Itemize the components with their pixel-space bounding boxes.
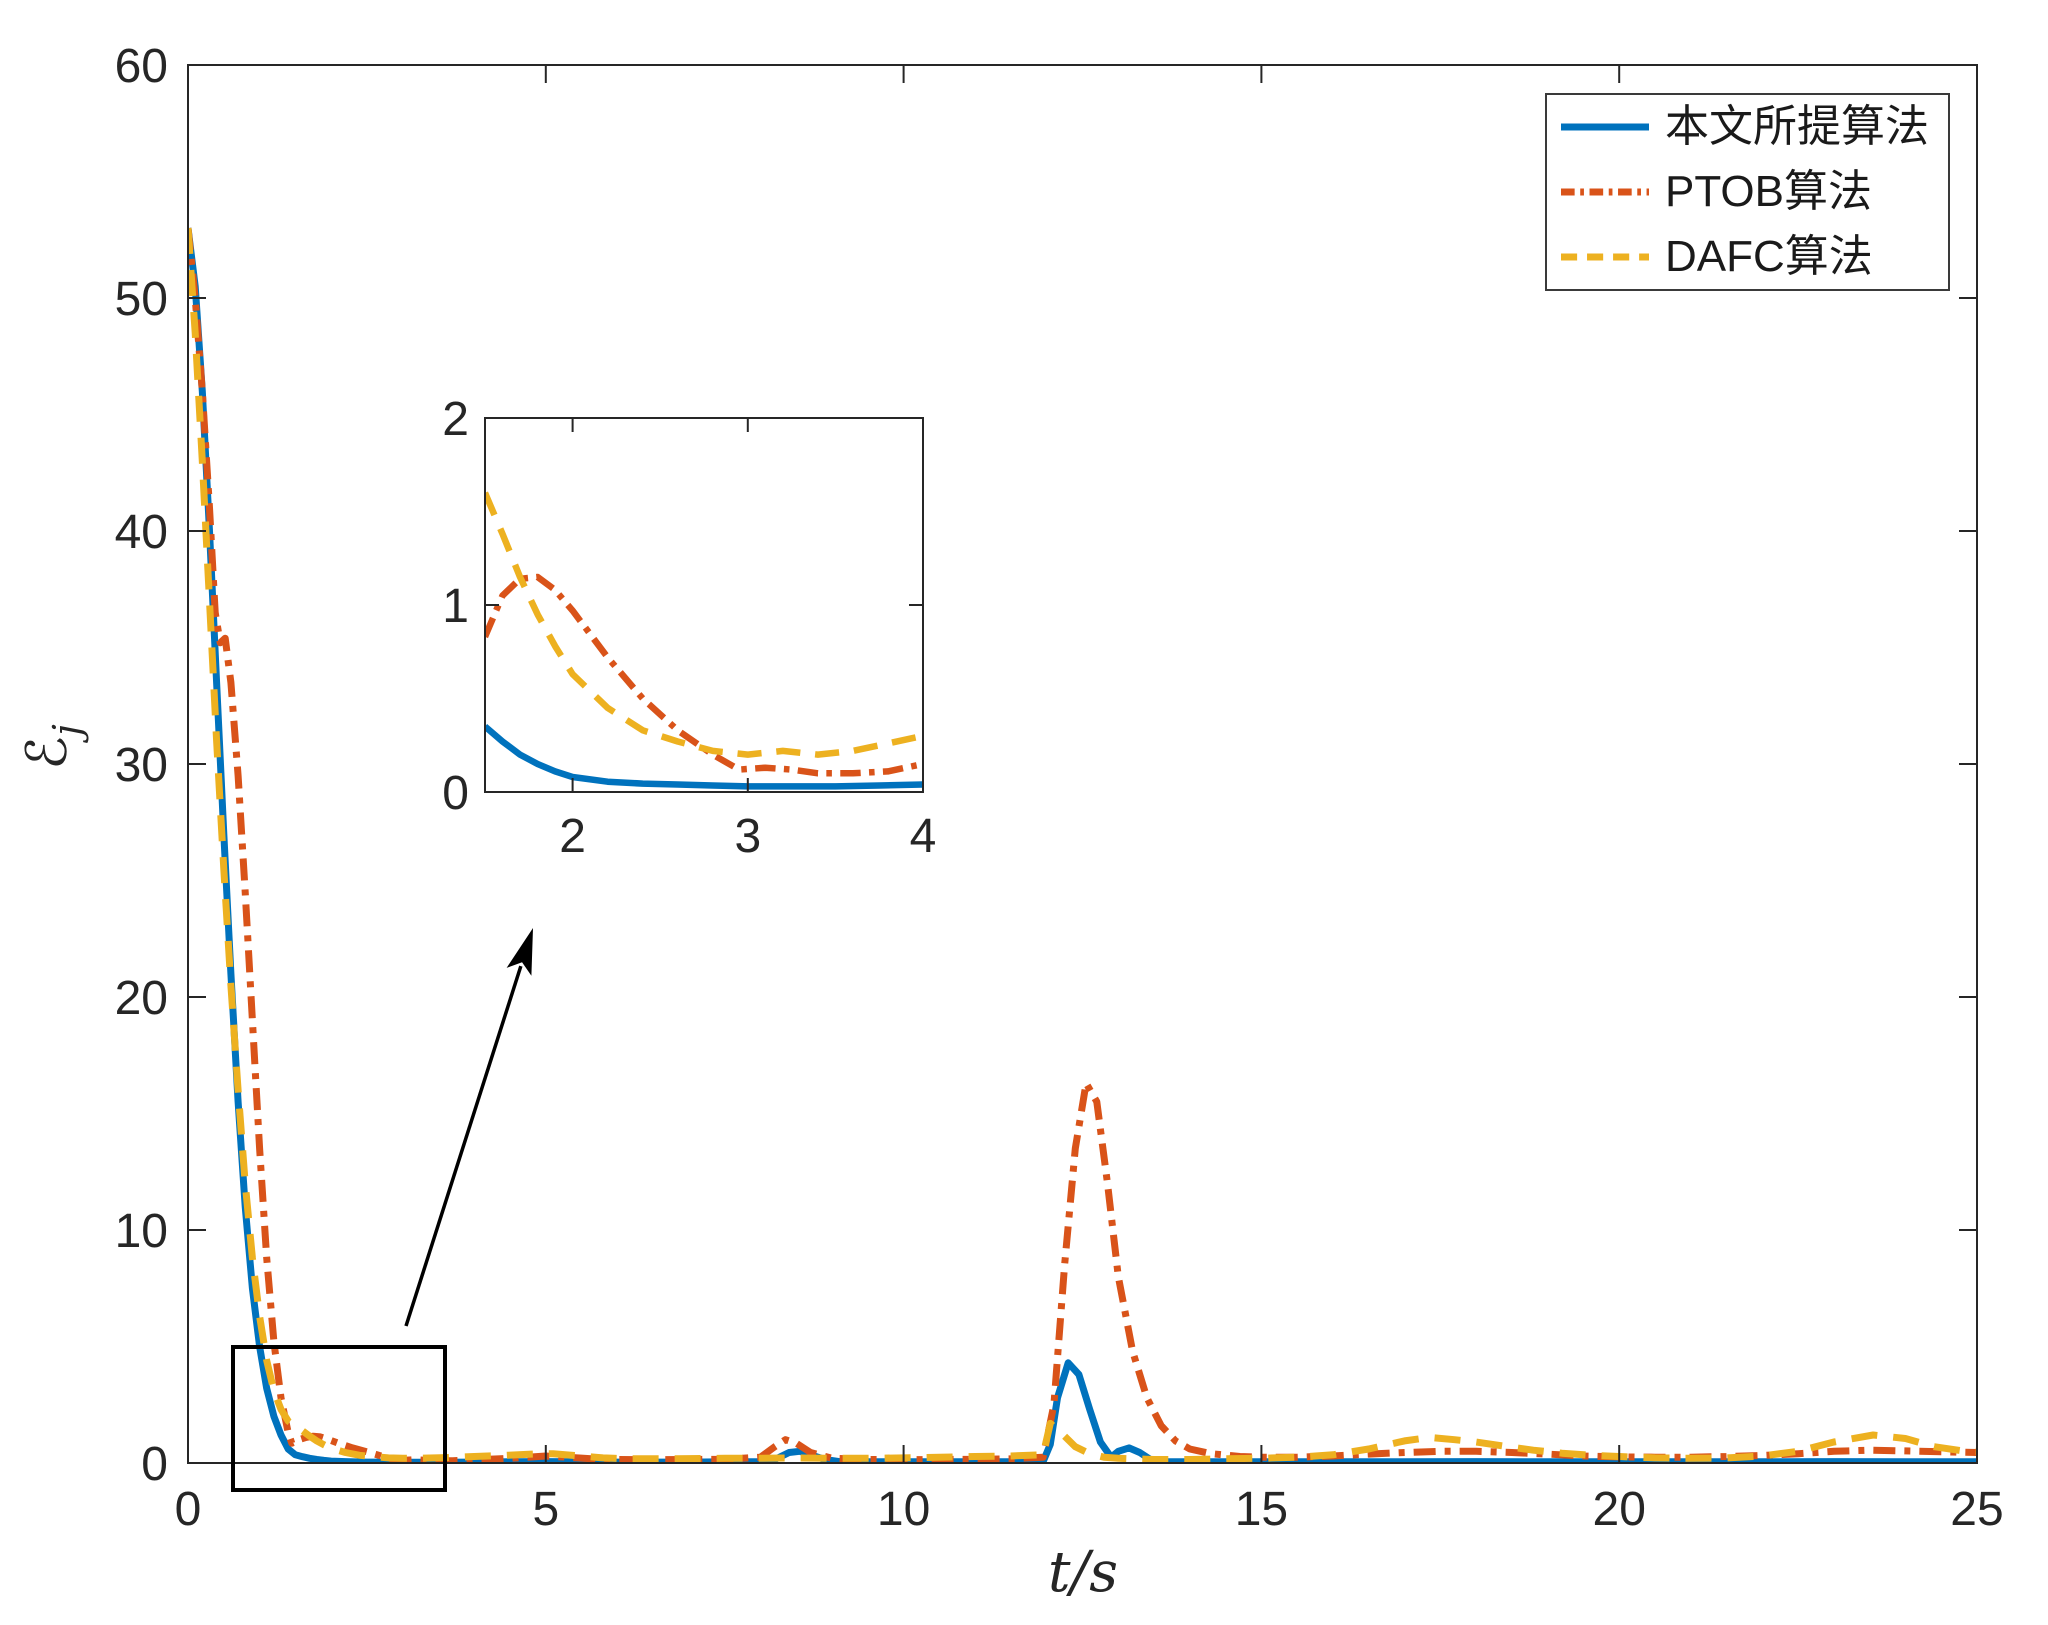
zoom-region-rect <box>231 1345 447 1492</box>
main-x-tick-label: 0 <box>175 1483 202 1536</box>
legend-row-ptob: PTOB算法 <box>1547 160 1948 225</box>
inset-series-dafc-line <box>485 491 923 758</box>
main-x-tick-label: 5 <box>532 1483 559 1536</box>
inset-x-tick-label: 2 <box>559 810 586 863</box>
inset-curves <box>485 491 923 790</box>
inset-y-tick-label: 1 <box>442 580 469 633</box>
legend-label-ptob: PTOB算法 <box>1665 167 1873 216</box>
inset-series-ptob-line <box>485 573 923 777</box>
inset-y-tick-label: 2 <box>442 393 469 446</box>
main-y-tick-label: 40 <box>115 506 168 559</box>
y-axis-label-symbol: ℰ <box>15 735 80 770</box>
main-y-tick-label: 30 <box>115 739 168 792</box>
main-x-tick-label: 20 <box>1593 1483 1646 1536</box>
zoom-arrow-line <box>404 965 523 1327</box>
main-y-tick-label: 10 <box>115 1205 168 1258</box>
legend: 本文所提算法 PTOB算法 DAFC算法 <box>1545 93 1950 291</box>
legend-label-dafc: DAFC算法 <box>1665 231 1873 281</box>
legend-line-ptob-icon <box>1561 188 1649 196</box>
main-y-tick-label: 50 <box>115 273 168 326</box>
main-y-tick-label: 20 <box>115 972 168 1025</box>
inset-axes-box <box>484 417 924 793</box>
legend-row-proposed: 本文所提算法 <box>1547 95 1948 160</box>
zoom-arrow-head <box>506 928 533 976</box>
inset-x-tick-label: 3 <box>734 810 761 863</box>
main-curves <box>188 227 1977 1463</box>
inset-series-proposed-line <box>485 724 923 790</box>
main-x-tick-label: 25 <box>1950 1483 2003 1536</box>
x-axis-label: t/s <box>1047 1540 1119 1605</box>
y-axis-label-subscript: j <box>45 724 89 736</box>
legend-line-dafc-icon <box>1561 253 1649 261</box>
legend-line-proposed-icon <box>1561 123 1649 131</box>
legend-row-dafc: DAFC算法 <box>1547 224 1948 289</box>
main-x-tick-label: 10 <box>877 1483 930 1536</box>
main-y-tick-label: 60 <box>115 40 168 93</box>
inset-y-tick-label: 0 <box>442 767 469 820</box>
inset-x-tick-label: 4 <box>910 810 937 863</box>
main-series-dafc-line <box>188 227 1977 1463</box>
main-x-tick-label: 15 <box>1235 1483 1288 1536</box>
main-y-tick-label: 0 <box>141 1438 168 1491</box>
legend-label-proposed: 本文所提算法 <box>1665 102 1929 152</box>
y-axis-label: ℰj <box>15 677 89 817</box>
